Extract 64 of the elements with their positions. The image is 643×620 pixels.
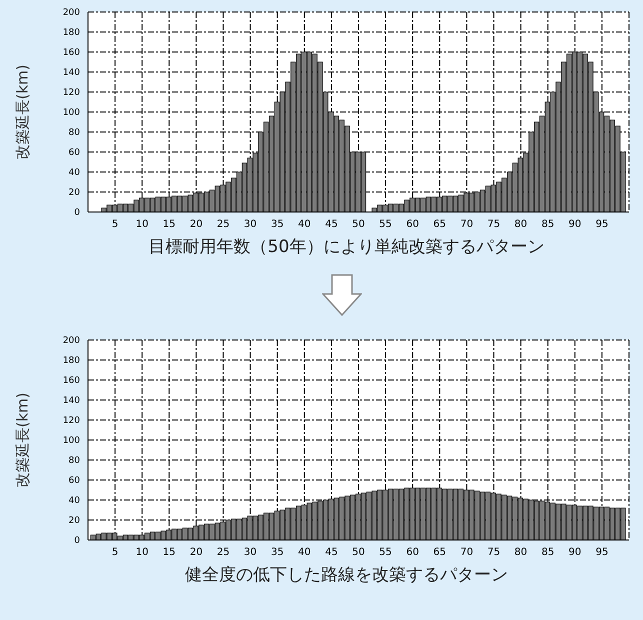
- y-tick-label: 20: [68, 516, 80, 526]
- x-tick-label: 10: [136, 547, 148, 558]
- x-tick-label: 75: [487, 547, 500, 558]
- y-tick-label: 140: [62, 68, 80, 78]
- y-tick-label: 0: [74, 208, 80, 218]
- y-tick-label: 20: [68, 188, 80, 198]
- y-tick-label: 120: [62, 88, 80, 98]
- x-tick-label: 95: [596, 219, 608, 230]
- y-tick-label: 120: [62, 416, 80, 426]
- x-tick-label: 35: [270, 219, 284, 230]
- y-tick-label: 100: [62, 436, 80, 446]
- x-tick-label: 20: [190, 547, 203, 558]
- y-tick-label: 80: [68, 128, 80, 138]
- y-axis-title: 改築延長(km): [13, 64, 32, 160]
- y-axis-title: 改築延長(km): [13, 392, 32, 488]
- x-tick-label: 5: [112, 547, 118, 558]
- x-tick-label: 15: [162, 547, 176, 558]
- x-tick-label: 55: [379, 219, 392, 230]
- x-tick-label: 80: [514, 547, 528, 558]
- x-tick-label: 65: [433, 547, 446, 558]
- x-tick-label: 35: [270, 547, 284, 558]
- x-tick-label: 25: [216, 219, 230, 230]
- y-tick-label: 160: [62, 48, 80, 58]
- x-tick-label: 25: [216, 547, 230, 558]
- y-tick-label: 160: [62, 376, 80, 386]
- x-tick-label: 85: [541, 547, 554, 558]
- x-tick-label: 50: [352, 219, 365, 230]
- x-tick-label: 50: [352, 547, 365, 558]
- y-tick-label: 200: [62, 336, 80, 346]
- y-tick-label: 80: [68, 456, 80, 466]
- x-tick-label: 40: [298, 219, 311, 230]
- x-tick-label: 10: [136, 219, 148, 230]
- y-tick-label: 60: [68, 148, 80, 158]
- x-tick-label: 90: [568, 547, 582, 558]
- x-tick-label: 85: [541, 219, 554, 230]
- y-tick-label: 200: [62, 8, 80, 18]
- y-tick-label: 60: [68, 476, 80, 486]
- x-tick-label: 30: [244, 547, 257, 558]
- x-tick-label: 70: [460, 547, 474, 558]
- y-tick-label: 40: [68, 168, 80, 178]
- x-tick-label: 75: [487, 219, 500, 230]
- x-axis-title: 健全度の低下した路線を改築するパターン: [184, 564, 509, 587]
- y-tick-label: 180: [62, 356, 80, 366]
- x-axis-title: 目標耐用年数（50年）により単純改築するパターン: [148, 236, 546, 259]
- x-tick-label: 95: [596, 547, 608, 558]
- y-tick-label: 180: [62, 28, 80, 38]
- x-tick-label: 80: [514, 219, 528, 230]
- y-tick-label: 40: [68, 496, 80, 506]
- x-tick-label: 60: [406, 219, 419, 230]
- x-tick-label: 45: [325, 219, 338, 230]
- x-tick-label: 30: [244, 219, 257, 230]
- y-tick-label: 0: [74, 536, 80, 546]
- y-tick-label: 140: [62, 396, 80, 406]
- x-tick-label: 5: [112, 219, 118, 230]
- x-tick-label: 70: [460, 219, 474, 230]
- x-tick-label: 90: [568, 219, 582, 230]
- y-tick-label: 100: [62, 108, 80, 118]
- x-tick-label: 45: [325, 547, 338, 558]
- x-tick-label: 55: [379, 547, 392, 558]
- x-tick-label: 65: [433, 219, 446, 230]
- x-tick-label: 60: [406, 547, 419, 558]
- x-tick-label: 40: [298, 547, 311, 558]
- x-tick-label: 15: [162, 219, 176, 230]
- x-tick-label: 20: [190, 219, 203, 230]
